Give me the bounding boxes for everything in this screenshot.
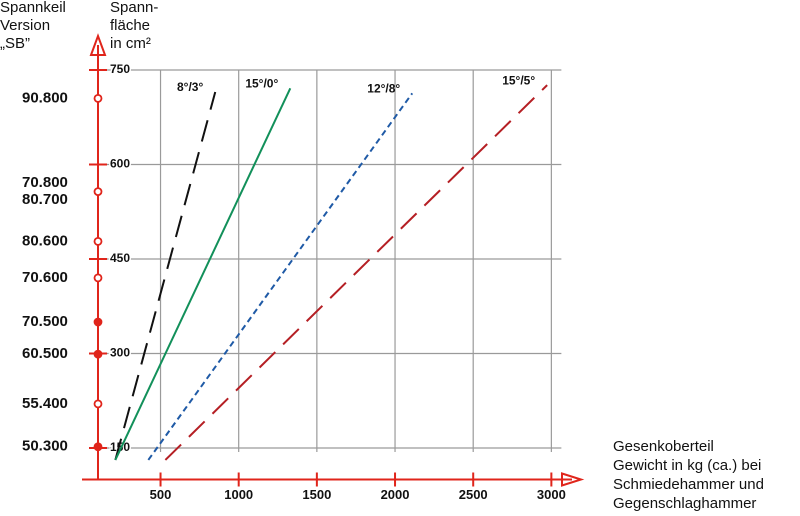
y2-title: Spann- [110,0,158,16]
x-tick-label: 1500 [302,487,331,502]
series-label: 12°/8° [367,81,400,95]
version-marker [93,442,103,452]
y-tick-label: 750 [110,62,130,76]
version-label: 50.300 [22,438,68,455]
y2-title: fläche [110,17,150,34]
version-label: 80.600 [22,232,68,249]
version-marker [93,317,103,327]
x-tick-label: 500 [150,487,172,502]
y-axis-arrow [89,33,107,56]
version-label: 70.800 [22,174,68,191]
version-marker [93,399,103,409]
y-tick-label: 300 [110,346,130,360]
x-axis-arrow [561,472,585,487]
x-title: Schmiedehammer und [613,476,764,493]
x-tick-label: 3000 [537,487,566,502]
y-tick-label: 450 [110,251,130,265]
version-marker [93,349,103,359]
x-tick-label: 1000 [224,487,253,502]
version-label: 60.500 [22,345,68,362]
x-tick-label: 2500 [459,487,488,502]
version-label: 70.600 [22,269,68,286]
y-tick-label: 600 [110,157,130,171]
series-line [164,84,548,461]
series-line [114,91,217,461]
series-label: 15°/5° [502,73,535,87]
version-label: 55.400 [22,395,68,412]
series-line [114,87,292,461]
y-title: Version [0,17,50,34]
version-label: 90.800 [22,89,68,106]
y2-title: in cm² [110,35,151,52]
x-title: Gegenschlaghammer [613,495,756,512]
version-label: 70.500 [22,313,68,330]
version-marker [93,187,103,196]
version-label: 80.700 [22,191,68,208]
series-line [147,92,414,461]
version-marker [93,273,103,283]
y-title: „SB” [0,35,30,52]
x-title: Gewicht in kg (ca.) bei [613,457,761,474]
series-label: 8°/3° [177,80,203,94]
version-marker [93,93,103,103]
y-title: Spannkeil [0,0,66,16]
version-marker [93,236,103,246]
series-label: 15°/0° [245,76,278,90]
x-tick-label: 2000 [381,487,410,502]
y-tick-label: 150 [110,440,130,454]
x-title: Gesenkoberteil [613,438,714,455]
